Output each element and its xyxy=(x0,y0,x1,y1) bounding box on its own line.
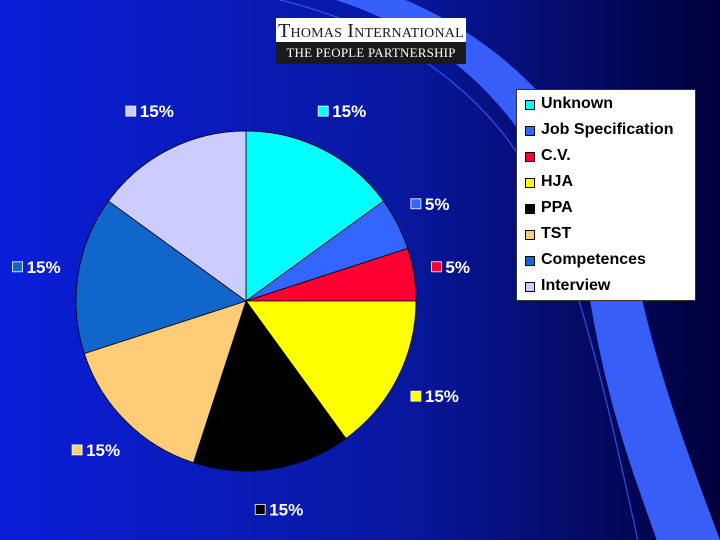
legend-label: C.V. xyxy=(541,147,571,164)
data-label-ppa: 15% xyxy=(254,500,303,519)
data-label-c-v: 5% xyxy=(430,258,470,277)
data-label-swatch xyxy=(317,105,329,117)
legend-swatch xyxy=(525,230,535,240)
data-label-swatch xyxy=(254,503,266,515)
data-label-unknown: 15% xyxy=(317,102,366,121)
data-label-tst: 15% xyxy=(71,441,120,460)
legend-label: TST xyxy=(541,225,572,242)
pie-slice-competences xyxy=(75,200,247,355)
legend-swatch xyxy=(525,256,535,266)
legend-swatch xyxy=(525,126,535,136)
pie-slice-ppa xyxy=(192,300,347,472)
logo-title: Thomas International xyxy=(278,20,464,42)
chart-legend: Unknown Job Specification C.V. HJA PPA TST Com… xyxy=(516,89,696,301)
legend-item-tst: TST xyxy=(517,223,695,247)
pie-slice-interview xyxy=(107,130,247,302)
company-logo: Thomas International THE PEOPLE PARTNERS… xyxy=(276,18,466,64)
legend-item-job-specification: Job Specification xyxy=(517,119,695,143)
legend-swatch xyxy=(525,178,535,188)
data-label-hja: 15% xyxy=(410,387,459,406)
data-label-swatch xyxy=(71,444,83,456)
data-label-swatch xyxy=(430,261,442,273)
data-label-text: 15% xyxy=(332,102,366,121)
data-label-interview: 15% xyxy=(125,102,174,121)
legend-item-unknown: Unknown xyxy=(517,93,695,117)
data-label-job-specification: 5% xyxy=(410,195,450,214)
legend-label: Job Specification xyxy=(541,121,674,138)
legend-label: HJA xyxy=(541,173,574,190)
pie-labels: 15% 5% 5% 15% 15% 15% 15% 15% xyxy=(12,102,470,519)
legend-swatch xyxy=(525,282,535,292)
legend-swatch xyxy=(525,204,535,214)
legend-label: Interview xyxy=(541,277,611,294)
logo-subtitle: THE PEOPLE PARTNERSHIP xyxy=(276,42,466,64)
data-label-text: 5% xyxy=(425,195,450,214)
pie-slice-tst xyxy=(83,300,247,464)
data-label-text: 15% xyxy=(425,387,459,406)
data-label-text: 5% xyxy=(445,258,470,277)
legend-item-c-v: C.V. xyxy=(517,145,695,169)
data-label-swatch xyxy=(410,390,422,402)
legend-label: Unknown xyxy=(541,95,613,112)
pie-slice-unknown xyxy=(245,130,385,302)
legend-item-competences: Competences xyxy=(517,249,695,273)
legend-item-hja: HJA xyxy=(517,171,695,195)
data-label-swatch xyxy=(125,105,137,117)
pie-slice-hja xyxy=(245,300,417,440)
decorative-swoosh xyxy=(335,0,720,540)
legend-swatch xyxy=(525,100,535,110)
data-label-text: 15% xyxy=(140,102,174,121)
pie-slices xyxy=(75,130,417,472)
data-label-swatch xyxy=(12,261,24,273)
legend-label: Competences xyxy=(541,251,646,268)
legend-item-interview: Interview xyxy=(517,275,695,299)
legend-swatch xyxy=(525,152,535,162)
data-label-text: 15% xyxy=(269,500,303,519)
data-label-swatch xyxy=(410,198,422,210)
data-label-text: 15% xyxy=(86,441,120,460)
data-label-text: 15% xyxy=(27,258,61,277)
data-label-competences: 15% xyxy=(12,258,61,277)
legend-item-ppa: PPA xyxy=(517,197,695,221)
legend-label: PPA xyxy=(541,199,573,216)
